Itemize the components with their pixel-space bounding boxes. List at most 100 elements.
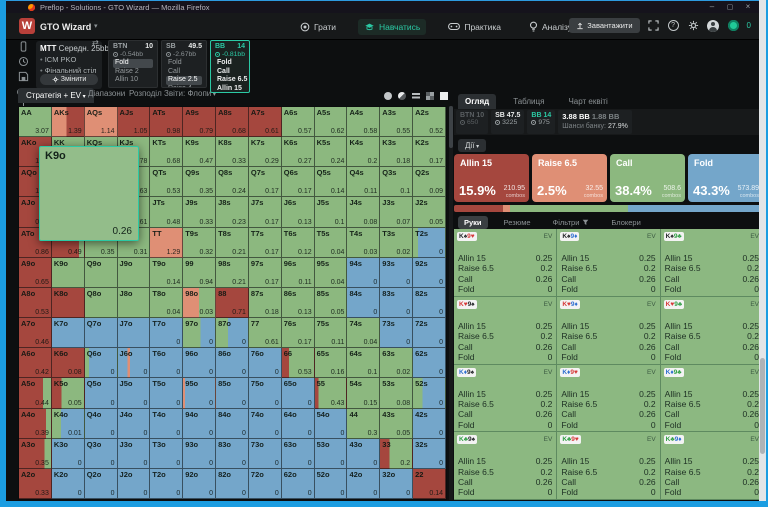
shuffle-icon[interactable] xyxy=(92,38,99,47)
matrix-cell-87s[interactable]: 87s 0.18 xyxy=(248,287,282,319)
matrix-cell-22[interactable]: 22 0.14 xyxy=(413,468,446,499)
gear-icon[interactable] xyxy=(687,19,700,32)
matrix-cell-A6o[interactable]: A6o 0.42 xyxy=(19,348,52,379)
player-action[interactable]: Fold xyxy=(168,59,182,66)
matrix-cell-62s[interactable]: 62s 0 xyxy=(413,348,446,379)
matrix-cell-82o[interactable]: 82o 0 xyxy=(216,468,249,499)
matrix-cell-94o[interactable]: 94o 0 xyxy=(183,408,217,439)
matrix-cell-TT[interactable]: TT 1.29 xyxy=(150,227,184,258)
matrix-cell-K6o[interactable]: K6o 0.08 xyxy=(51,348,85,379)
matrix-tab-3[interactable]: Звіти: Флопи xyxy=(164,89,216,98)
matrix-cell-62o[interactable]: 62o 0 xyxy=(281,468,315,499)
matrix-cell-Q3o[interactable]: Q3o 0 xyxy=(84,438,118,469)
combo-card-Kd9s[interactable]: K♦9♠ EV Allin 15 0.25 Raise 6.5 0.2 Call 0.26 Fo… xyxy=(454,364,558,433)
matrix-cell-J8s[interactable]: J8s 0.23 xyxy=(216,197,249,228)
save-icon[interactable] xyxy=(16,71,30,82)
overview-tab-0[interactable]: Огляд xyxy=(458,94,497,109)
combo-card-Ks9h[interactable]: K♠9♥ EV Allin 15 0.25 Raise 6.5 0.2 Call 0.26 Fo… xyxy=(454,229,558,297)
action-card-Fold[interactable]: Fold 43.3% 573.89 combos xyxy=(688,154,759,202)
matrix-cell-A4o[interactable]: A4o 0.39 xyxy=(19,408,52,439)
matrix-tab-2[interactable]: Розподіл xyxy=(129,89,162,98)
gem-icon[interactable] xyxy=(727,19,740,32)
matrix-cell-A2s[interactable]: A2s 0.52 xyxy=(413,107,446,138)
matrix-cell-53o[interactable]: 53o 0 xyxy=(314,438,348,469)
matrix-cell-J5s[interactable]: J5s 0.1 xyxy=(314,197,348,228)
maximize-button[interactable] xyxy=(723,2,737,13)
matrix-cell-97s[interactable]: 97s 0.17 xyxy=(248,257,282,288)
matrix-cell-JTs[interactable]: JTs 0.48 xyxy=(150,197,184,228)
matrix-cell-A4s[interactable]: A4s 0.58 xyxy=(347,107,381,138)
matrix-cell-66[interactable]: 66 0.53 xyxy=(281,348,315,379)
matrix-cell-98o[interactable]: 98o 0.03 xyxy=(183,287,217,319)
matrix-scrollbar[interactable] xyxy=(449,106,453,500)
matrix-cell-86s[interactable]: 86s 0.13 xyxy=(281,287,315,319)
matrix-cell-Q5s[interactable]: Q5s 0.14 xyxy=(314,167,348,198)
matrix-cell-Q9s[interactable]: Q9s 0.35 xyxy=(183,167,217,198)
hands-tab-1[interactable]: Резюме xyxy=(498,216,537,229)
matrix-cell-64o[interactable]: 64o 0 xyxy=(281,408,315,439)
combo-card-Kd9h[interactable]: K♦9♥ EV Allin 15 0.25 Raise 6.5 0.2 Call 0.26 Fo… xyxy=(557,364,661,433)
player-action[interactable]: Allin 10 xyxy=(115,76,138,84)
matrix-cell-63o[interactable]: 63o 0 xyxy=(281,438,315,469)
hands-tab-0[interactable]: Руки xyxy=(458,216,488,229)
matrix-cell-KTs[interactable]: KTs 0.68 xyxy=(150,137,184,168)
close-button[interactable] xyxy=(741,2,755,13)
matrix-cell-96o[interactable]: 96o 0 xyxy=(183,348,217,379)
combo-card-Kc9d[interactable]: K♣9♦ EV Allin 15 0.25 Raise 6.5 0.2 Call 0.26 Fo… xyxy=(660,432,759,500)
matrix-cell-J6o[interactable]: J6o 0 xyxy=(117,348,151,379)
matrix-cell-T3o[interactable]: T3o 0 xyxy=(150,438,184,469)
change-button[interactable]: Змінити xyxy=(40,74,98,85)
matrix-cell-K6s[interactable]: K6s 0.27 xyxy=(281,137,315,168)
matrix-cell-Q7s[interactable]: Q7s 0.17 xyxy=(248,167,282,198)
minimize-button[interactable] xyxy=(705,2,719,13)
matrix-cell-A9o[interactable]: A9o 0.65 xyxy=(19,257,52,288)
matrix-cell-K4s[interactable]: K4s 0.2 xyxy=(347,137,381,168)
actions-dropdown[interactable]: Дії xyxy=(458,139,487,152)
matrix-cell-K9s[interactable]: K9s 0.47 xyxy=(183,137,217,168)
matrix-cell-Q4o[interactable]: Q4o 0 xyxy=(84,408,118,439)
matrix-cell-63s[interactable]: 63s 0.02 xyxy=(380,348,414,379)
matrix-cell-K5o[interactable]: K5o 0.05 xyxy=(51,378,85,409)
matrix-cell-52o[interactable]: 52o 0 xyxy=(314,468,348,499)
matrix-cell-AJs[interactable]: AJs 1.05 xyxy=(117,107,151,138)
matrix-cell-K5s[interactable]: K5s 0.24 xyxy=(314,137,348,168)
matrix-cell-54s[interactable]: 54s 0.15 xyxy=(347,378,381,409)
matrix-cell-QTs[interactable]: QTs 0.53 xyxy=(150,167,184,198)
matrix-cell-65s[interactable]: 65s 0.16 xyxy=(314,348,348,379)
matrix-cell-88[interactable]: 88 0.71 xyxy=(216,287,249,319)
matrix-cell-T4o[interactable]: T4o 0 xyxy=(150,408,184,439)
action-card-Raise 6.5[interactable]: Raise 6.5 2.5% 32.55 combos xyxy=(532,154,607,202)
matrix-cell-Q7o[interactable]: Q7o xyxy=(84,318,118,349)
matrix-cell-32o[interactable]: 32o 0 xyxy=(380,468,414,499)
combo-card-Kd9c[interactable]: K♦9♣ EV Allin 15 0.25 Raise 6.5 0.2 Call 0.26 Fo… xyxy=(660,365,759,433)
matrix-cell-K8o[interactable]: K8o xyxy=(51,287,85,319)
matrix-cell-44[interactable]: 44 0.3 xyxy=(347,408,381,439)
matrix-cell-T3s[interactable]: T3s 0.02 xyxy=(380,227,414,258)
matrix-cell-T9s[interactable]: T9s 0.32 xyxy=(183,227,217,258)
matrix-cell-73o[interactable]: 73o 0 xyxy=(248,438,282,469)
matrix-cell-95s[interactable]: 95s 0.04 xyxy=(314,257,348,288)
action-card-Allin 15[interactable]: Allin 15 15.9% 210.95 combos xyxy=(454,154,529,202)
player-action[interactable]: Allin 15 xyxy=(217,84,242,92)
matrix-cell-85s[interactable]: 85s 0.05 xyxy=(314,287,348,319)
matrix-cell-A7o[interactable]: A7o 0.46 xyxy=(19,318,52,349)
matrix-cell-43s[interactable]: 43s 0.05 xyxy=(380,408,414,439)
matrix-cell-J9o[interactable]: J9o xyxy=(117,257,151,288)
player-box-BTN[interactable]: BTN 10 -0.54bb Fold Raise 2 Allin 10 xyxy=(108,40,158,88)
matrix-cell-74s[interactable]: 74s 0.04 xyxy=(347,318,381,349)
matrix-cell-83o[interactable]: 83o 0 xyxy=(216,438,249,469)
matrix-cell-J3o[interactable]: J3o 0 xyxy=(117,438,151,469)
matrix-cell-Q3s[interactable]: Q3s 0.1 xyxy=(380,167,414,198)
matrix-cell-J7o[interactable]: J7o xyxy=(117,318,151,349)
matrix-cell-Q9o[interactable]: Q9o xyxy=(84,257,118,288)
nav-item-Навчатись[interactable]: Навчатись xyxy=(358,18,427,35)
matrix-cell-76o[interactable]: 76o 0 xyxy=(248,348,282,379)
player-box-BB[interactable]: BB 14 -0.81bb Fold Call Raise 6.5 Allin 15 xyxy=(210,40,250,93)
matrix-cell-AQs[interactable]: AQs 1.14 xyxy=(84,107,118,138)
rows-view-icon[interactable] xyxy=(412,92,420,100)
matrix-cell-Q6o[interactable]: Q6o 0 xyxy=(84,348,118,379)
matrix-cell-A9s[interactable]: A9s 0.79 xyxy=(183,107,217,138)
matrix-cell-AKs[interactable]: AKs 1.39 xyxy=(51,107,85,138)
matrix-cell-92o[interactable]: 92o 0 xyxy=(183,468,217,499)
matrix-cell-T8s[interactable]: T8s 0.21 xyxy=(216,227,249,258)
